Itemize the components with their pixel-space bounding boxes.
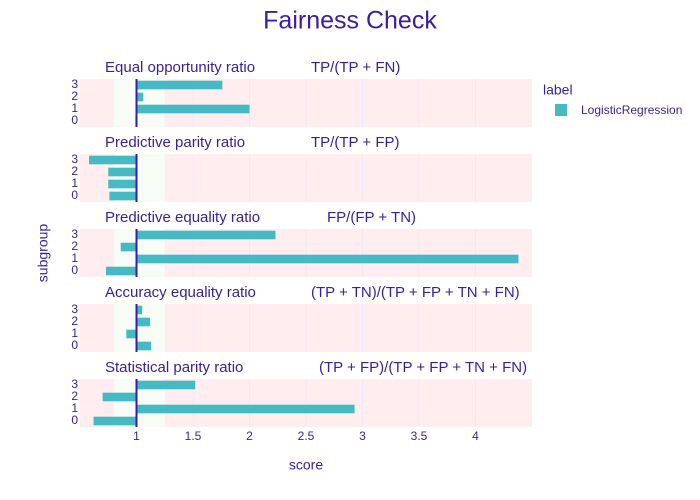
legend-swatch <box>555 104 567 116</box>
subgroup-tick-label: 2 <box>71 389 78 403</box>
bar <box>136 254 519 264</box>
bar <box>136 341 152 351</box>
subgroup-tick-label: 0 <box>71 338 78 352</box>
panel-formula: TP/(TP + FP) <box>311 134 399 151</box>
x-tick-label: 1 <box>133 429 140 443</box>
x-tick-label: 3.5 <box>411 429 428 443</box>
subgroup-tick-label: 3 <box>71 77 78 91</box>
subgroup-tick-label: 3 <box>71 302 78 316</box>
bar <box>136 104 250 114</box>
panel-formula: TP/(TP + FN) <box>311 59 400 76</box>
panel-formula: (TP + FP)/(TP + FP + TN + FN) <box>319 359 527 376</box>
subgroup-tick-label: 2 <box>71 89 78 103</box>
bar <box>105 266 137 276</box>
subgroup-tick-label: 1 <box>71 401 78 415</box>
bar <box>136 404 355 414</box>
x-axis-label: score <box>289 457 323 473</box>
x-tick-label: 3 <box>359 429 366 443</box>
panel-3: Accuracy equality ratio (TP + TN)/(TP + F… <box>71 284 532 352</box>
bar <box>102 392 137 402</box>
subgroup-tick-label: 2 <box>71 239 78 253</box>
subgroup-tick-label: 0 <box>71 263 78 277</box>
bar <box>136 80 223 90</box>
panel-title: Predictive equality ratio <box>105 209 260 226</box>
subgroup-tick-label: 1 <box>71 251 78 265</box>
bar <box>108 167 137 177</box>
legend-title: label <box>543 82 573 98</box>
subgroup-tick-label: 1 <box>71 101 78 115</box>
x-tick-label: 4 <box>472 429 479 443</box>
x-tick-label: 1.5 <box>185 429 202 443</box>
subgroup-tick-label: 0 <box>71 113 78 127</box>
bar <box>126 329 137 339</box>
bar <box>93 416 137 426</box>
panel-2: Predictive equality ratio FP/(FP + TN) 012… <box>71 209 532 277</box>
subgroup-tick-label: 3 <box>71 227 78 241</box>
bar <box>136 380 196 390</box>
bar <box>108 179 137 189</box>
x-tick-label: 2.5 <box>298 429 315 443</box>
bar <box>136 230 276 240</box>
x-axis: 1 1.5 2 2.5 3 3.5 4 <box>133 429 479 443</box>
bar <box>109 191 137 201</box>
panel-formula: (TP + TN)/(TP + FP + TN + FN) <box>311 284 520 301</box>
subgroup-tick-label: 0 <box>71 413 78 427</box>
legend[interactable]: label LogisticRegression <box>543 82 682 117</box>
bar <box>136 305 143 315</box>
subgroup-tick-label: 3 <box>71 152 78 166</box>
bar <box>120 242 137 252</box>
subgroup-tick-label: 1 <box>71 176 78 190</box>
subgroup-tick-label: 3 <box>71 377 78 391</box>
panels: Equal opportunity ratio TP/(TP + FN)0123P… <box>71 59 532 427</box>
subgroup-tick-label: 1 <box>71 326 78 340</box>
chart-title: Fairness Check <box>263 7 437 35</box>
y-axis-label: subgroup <box>35 224 51 283</box>
bar <box>89 155 137 165</box>
x-tick-label: 2 <box>246 429 253 443</box>
subgroup-tick-label: 0 <box>71 188 78 202</box>
bar <box>136 92 144 102</box>
bar <box>136 317 151 327</box>
panel-title: Statistical parity ratio <box>105 359 243 376</box>
subgroup-tick-label: 2 <box>71 164 78 178</box>
panel-title: Predictive parity ratio <box>105 134 245 151</box>
panel-title: Equal opportunity ratio <box>105 59 255 76</box>
panel-formula: FP/(FP + TN) <box>327 209 416 226</box>
legend-entry-label: LogisticRegression <box>581 103 682 117</box>
subgroup-tick-label: 2 <box>71 314 78 328</box>
panel-4: Statistical parity ratio (TP + FP)/(TP + … <box>71 359 532 427</box>
panel-title: Accuracy equality ratio <box>105 284 256 301</box>
